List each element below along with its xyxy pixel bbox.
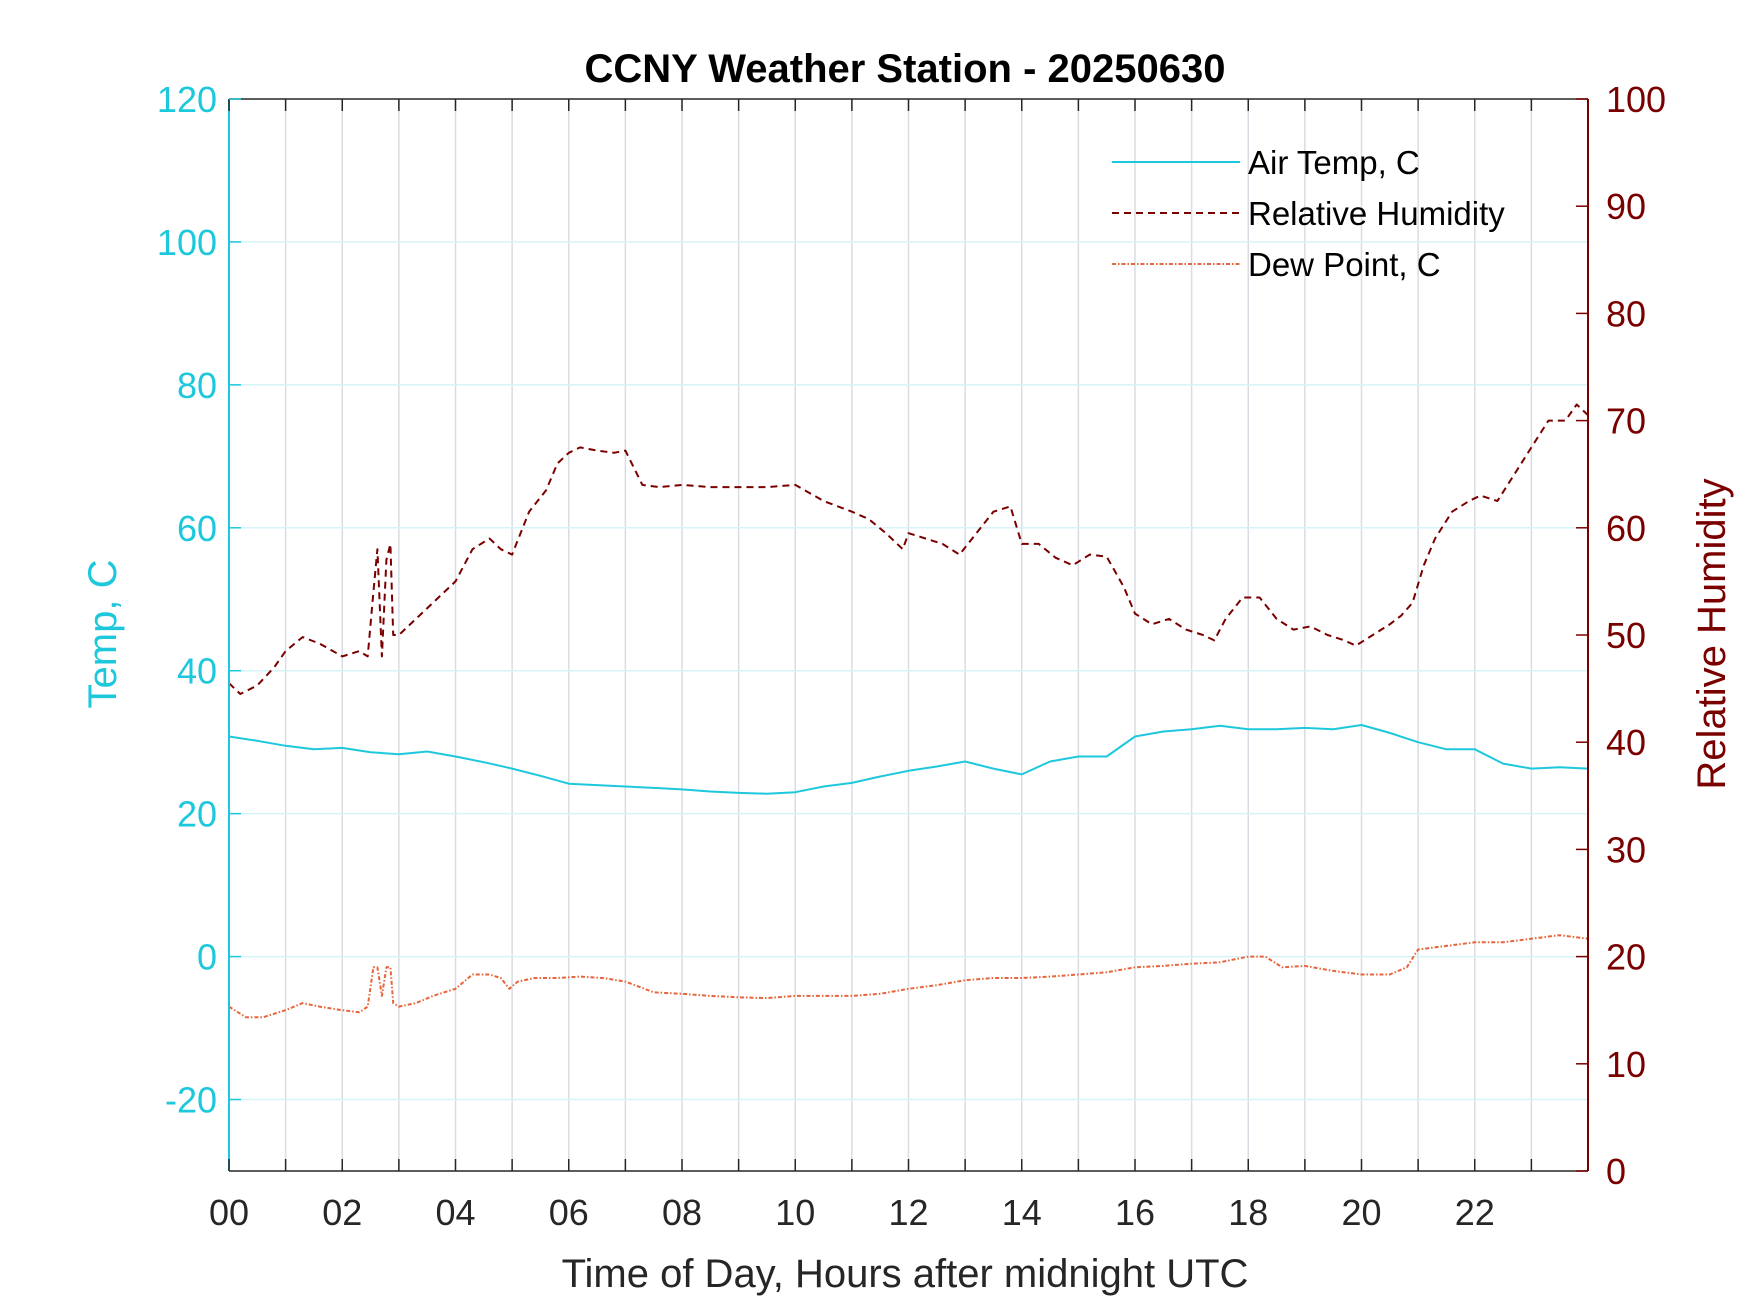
y-right-tick-label: 40 <box>1606 722 1646 763</box>
y-right-tick-label: 20 <box>1606 937 1646 978</box>
y-left-tick-label: 80 <box>177 365 217 406</box>
series-lines <box>228 403 1589 1019</box>
legend: Air Temp, C Relative Humidity Dew Point,… <box>1112 144 1505 283</box>
series-line-air-temp <box>228 724 1589 795</box>
y-right-tick-label: 80 <box>1606 293 1646 334</box>
x-tick-label: 04 <box>435 1192 475 1233</box>
x-tick-label: 10 <box>775 1192 815 1233</box>
x-tick-label: 20 <box>1341 1192 1381 1233</box>
chart-title: CCNY Weather Station - 20250630 <box>585 47 1226 91</box>
y-right-tick-label: 60 <box>1606 508 1646 549</box>
x-tick-label: 14 <box>1002 1192 1042 1233</box>
y-right-tick-label: 30 <box>1606 829 1646 870</box>
y-left-tick-label: 60 <box>177 508 217 549</box>
y-left-tick-label: -20 <box>165 1080 217 1121</box>
x-tick-label: 16 <box>1115 1192 1155 1233</box>
x-tick-label: 12 <box>888 1192 928 1233</box>
y-right-tick-label: 0 <box>1606 1151 1626 1192</box>
x-tick-label: 02 <box>322 1192 362 1233</box>
legend-label-air-temp: Air Temp, C <box>1248 144 1420 181</box>
axes <box>228 98 1589 1172</box>
y-axis-label-right: Relative Humidity <box>1690 478 1734 789</box>
y-left-tick-label: 100 <box>157 222 217 263</box>
x-tick-label: 00 <box>209 1192 249 1233</box>
legend-label-relative-humidity: Relative Humidity <box>1248 195 1505 232</box>
y-left-tick-label: 120 <box>157 79 217 120</box>
grid <box>229 99 1588 1171</box>
x-tick-label: 06 <box>549 1192 589 1233</box>
y-right-tick-label: 70 <box>1606 401 1646 442</box>
y-axis-label-left: Temp, C <box>81 560 125 709</box>
y-right-tick-label: 100 <box>1606 79 1666 120</box>
y-right-tick-label: 90 <box>1606 186 1646 227</box>
x-axis-label: Time of Day, Hours after midnight UTC <box>562 1252 1249 1296</box>
y-left-tick-label: 0 <box>197 937 217 978</box>
series-line-dew-point <box>228 934 1589 1019</box>
tick-labels: 00 02 04 06 08 10 12 14 16 18 20 22-200204060801001… <box>157 79 1666 1233</box>
y-left-tick-label: 20 <box>177 794 217 835</box>
legend-label-dew-point: Dew Point, C <box>1248 246 1441 283</box>
series-line-relative-humidity <box>228 403 1589 695</box>
x-tick-label: 18 <box>1228 1192 1268 1233</box>
y-left-tick-label: 40 <box>177 651 217 692</box>
y-right-tick-label: 10 <box>1606 1044 1646 1085</box>
y-right-tick-label: 50 <box>1606 615 1646 656</box>
x-tick-label: 08 <box>662 1192 702 1233</box>
x-tick-label: 22 <box>1455 1192 1495 1233</box>
